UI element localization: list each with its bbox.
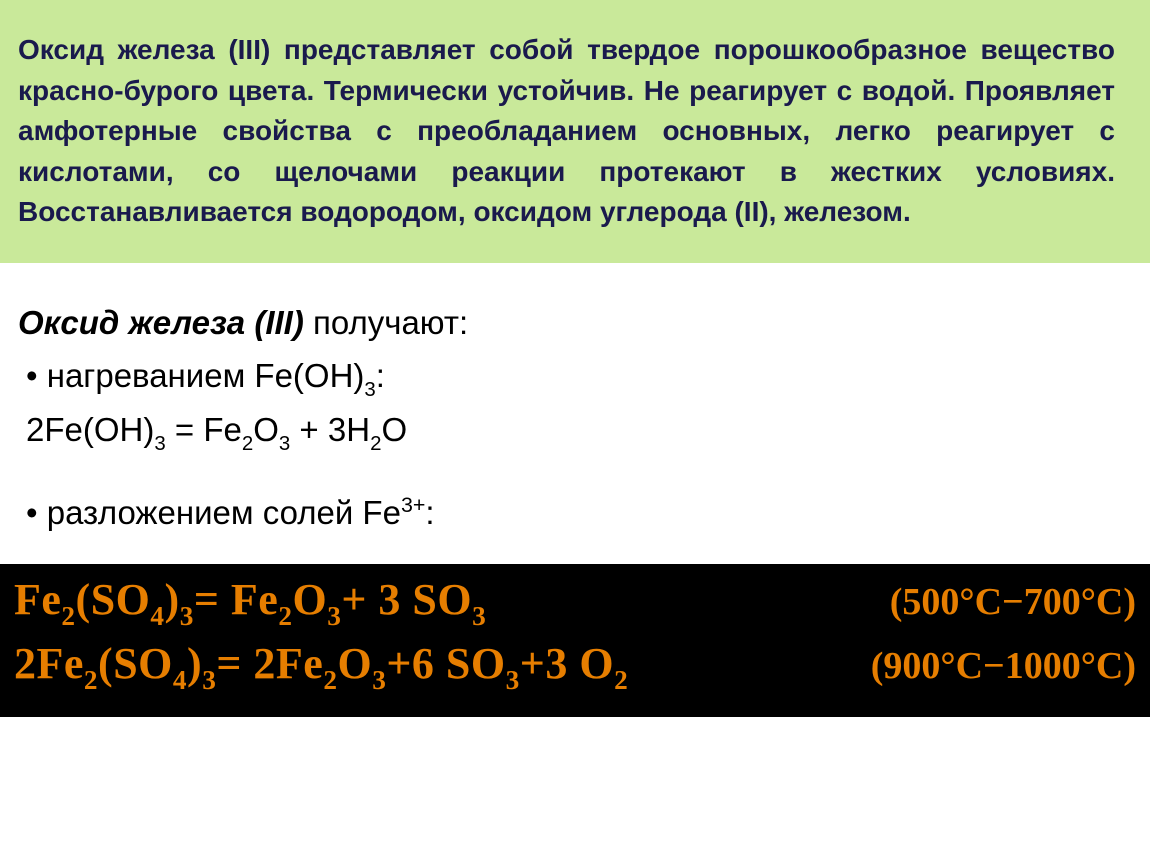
- bullet1-tail: :: [376, 357, 385, 394]
- eq1-conditions: (500°C−700°C): [890, 576, 1136, 628]
- bullet2-sup: 3+: [401, 493, 425, 517]
- preparation-title: Оксид железа (III) получают:: [18, 297, 1132, 348]
- eq2-conditions: (900°C−1000°C): [871, 640, 1136, 692]
- equations-panel: Fe2(SO4)3= Fe2O3+ 3 SO3 (500°C−700°C) 2F…: [0, 564, 1150, 717]
- equation-row-1: Fe2(SO4)3= Fe2O3+ 3 SO3 (500°C−700°C): [14, 570, 1136, 634]
- bullet-decomposition: • разложением солей Fe3+:: [26, 487, 1132, 538]
- bullet1-sub: 3: [364, 378, 375, 401]
- preparation-panel: Оксид железа (III) получают: • нагревани…: [0, 263, 1150, 564]
- description-text: Оксид железа (III) представляет собой тв…: [18, 34, 1115, 227]
- eq1-formula: Fe2(SO4)3= Fe2O3+ 3 SO3: [14, 570, 486, 634]
- title-suffix: получают:: [313, 304, 468, 341]
- bullet2-tail: :: [425, 494, 434, 531]
- eq2-formula: 2Fe2(SO4)3= 2Fe2O3+6 SO3+3 O2: [14, 634, 628, 698]
- equation-feoh3: 2Fe(OH)3 = Fe2O3 + 3H2O: [26, 404, 1132, 458]
- bullet-heating: • нагреванием Fe(OH)3:: [26, 350, 1132, 404]
- description-panel: Оксид железа (III) представляет собой тв…: [0, 0, 1150, 263]
- bullet1-text: • нагреванием Fe(OH): [26, 357, 364, 394]
- title-prefix: Оксид железа (III): [18, 304, 313, 341]
- equation-row-2: 2Fe2(SO4)3= 2Fe2O3+6 SO3+3 O2 (900°C−100…: [14, 634, 1136, 698]
- bullet2-text: • разложением солей Fe: [26, 494, 401, 531]
